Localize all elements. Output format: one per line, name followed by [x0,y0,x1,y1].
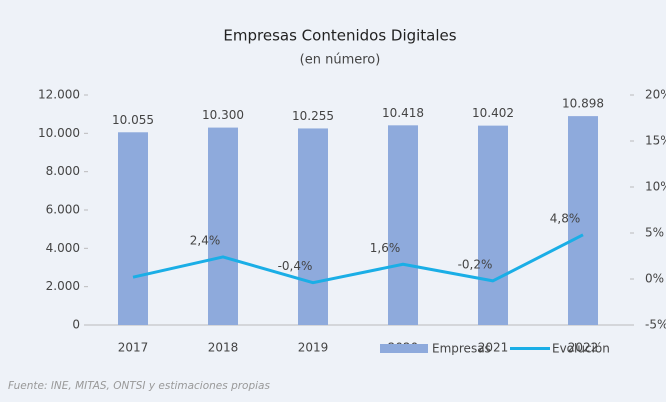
y-tick-label: 2.000 [46,279,80,293]
x-tick-label: 2022 [568,341,599,355]
y2-tick-label: -5% [645,318,666,332]
legend-label: Evolución [552,342,610,356]
y2-tick-label: 0% [645,272,664,286]
legend-swatch [380,344,428,353]
source-note: Fuente: INE, MITAS, ONTSI y estimaciones… [8,380,270,392]
y-tick-label: 10.000 [38,126,80,140]
y-tick-label: 12.000 [38,88,80,102]
x-tick-label: 2018 [208,341,239,355]
y2-tick-label: 15% [645,134,666,148]
line-value-label: -0,4% [278,259,313,273]
bar-value-label: 10.300 [202,108,244,122]
line-value-label: 1,6% [370,241,401,255]
y-tick-label: 0 [72,318,80,332]
line [132,233,584,285]
y-tick-label: 8.000 [46,164,80,178]
line-value-label: 2,4% [190,233,221,247]
line-value-label: 4,8% [550,211,581,225]
chart-title: Empresas Contenidos Digitales [223,27,456,45]
bar-value-label: 10.255 [292,109,334,123]
bar-value-label: 10.898 [562,97,604,111]
line-value-label: -0,2% [458,257,493,271]
bar [478,125,508,326]
bar-value-label: 10.055 [112,113,154,127]
x-tick-label: 2017 [118,341,149,355]
bar [388,125,418,326]
bar [208,127,238,325]
y-tick-label: 6.000 [46,203,80,217]
y2-tick-label: 10% [645,180,666,194]
bar [568,116,598,325]
y-tick-label: 4.000 [46,241,80,255]
x-tick-label: 2019 [298,341,329,355]
x-tick-label: 2021 [478,341,509,355]
bar [298,128,328,325]
bar [118,132,148,325]
bar-value-label: 10.418 [382,106,424,120]
y2-tick-label: 20% [645,88,666,102]
legend-label: Empresas [432,342,491,356]
bar-value-label: 10.402 [472,106,514,120]
chart-subtitle: (en número) [300,53,381,68]
y2-tick-label: 5% [645,226,664,240]
